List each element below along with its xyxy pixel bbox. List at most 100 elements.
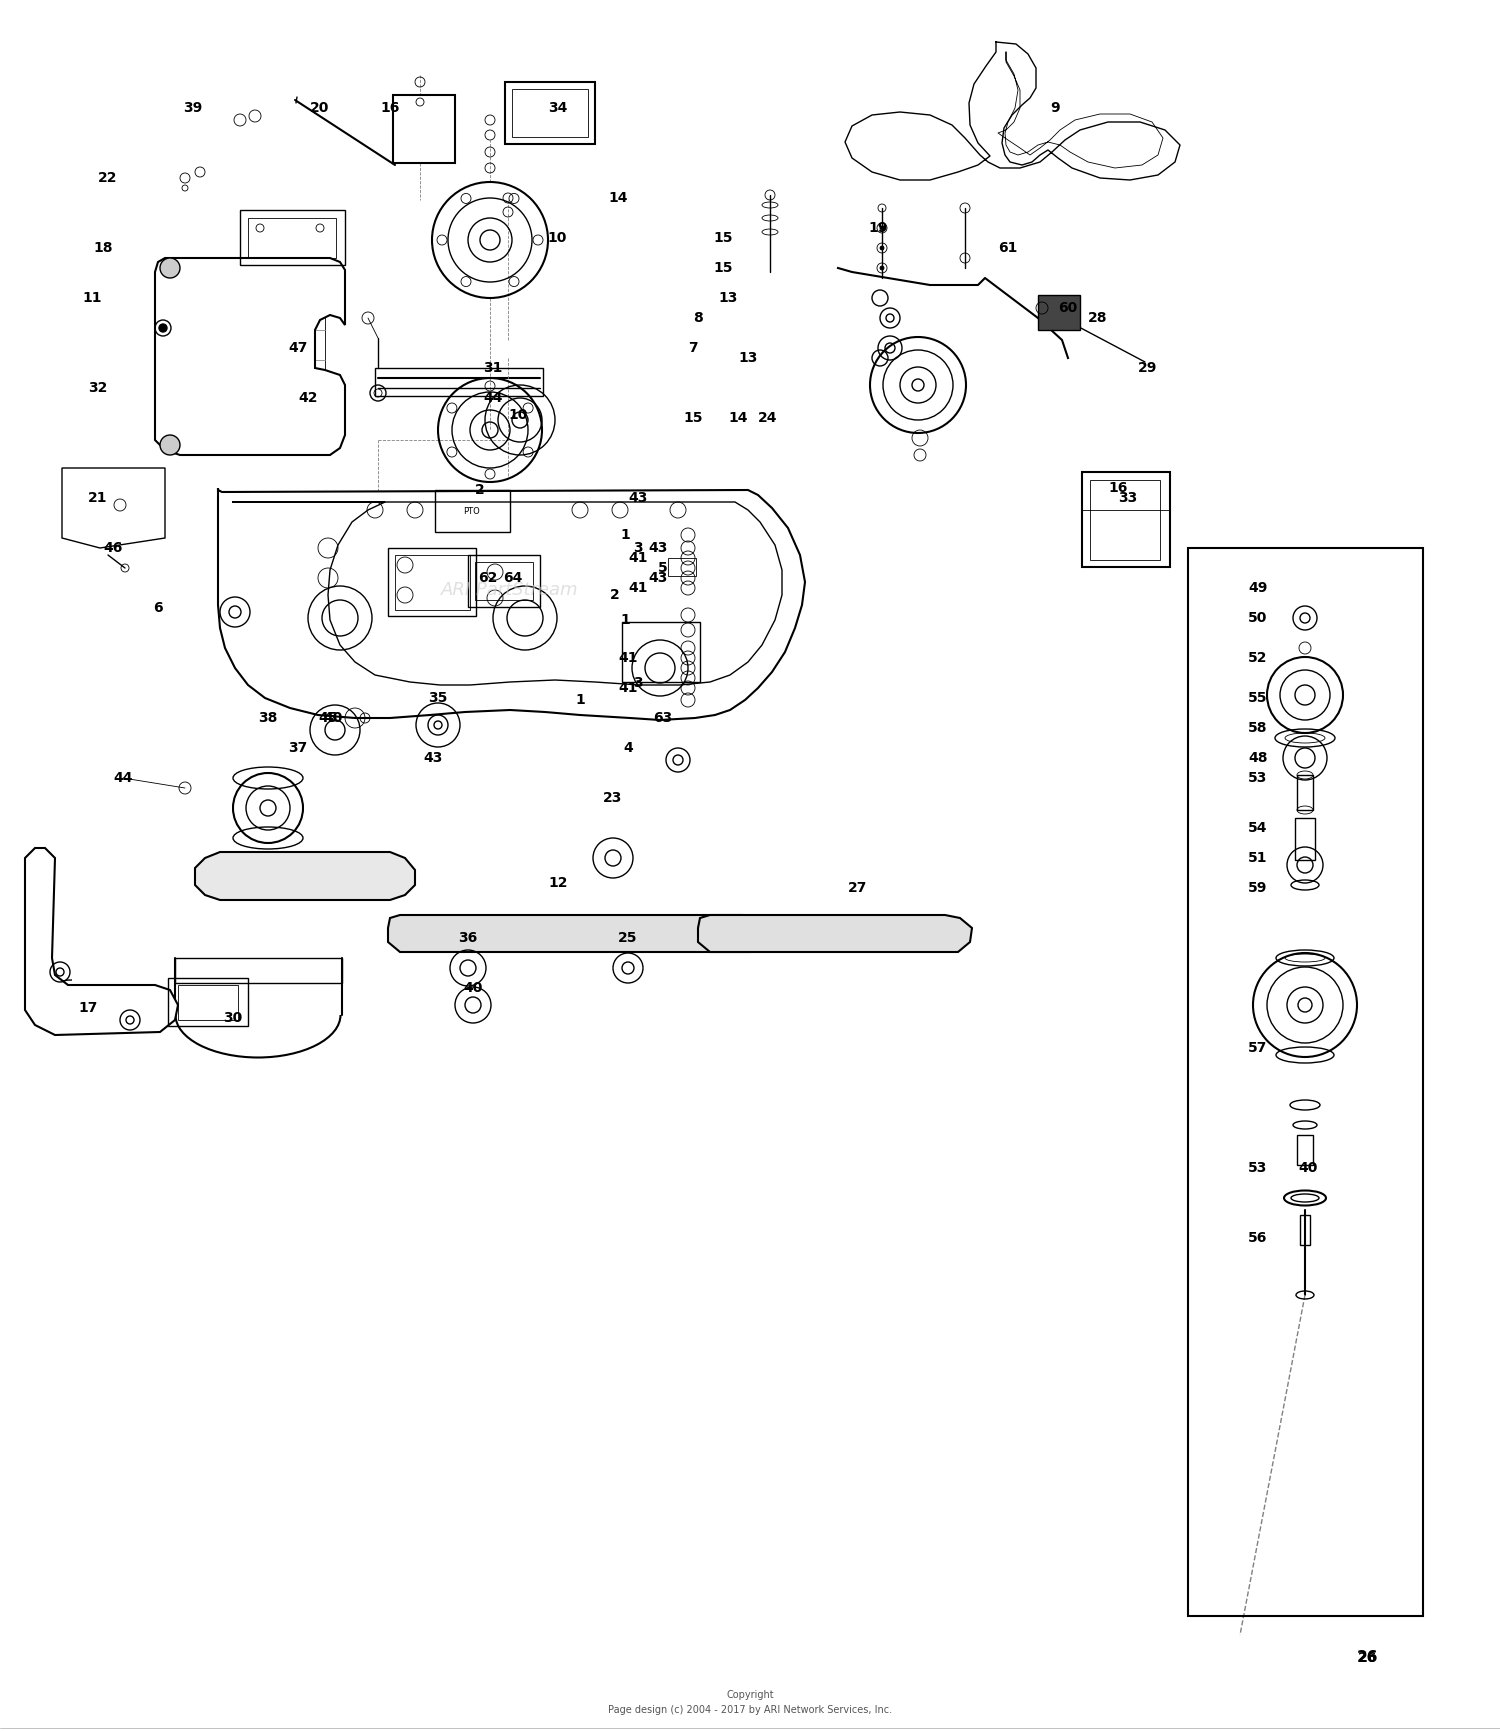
Text: 43: 43 <box>648 572 668 585</box>
Text: 16: 16 <box>1108 481 1128 495</box>
Text: 40: 40 <box>464 980 483 994</box>
Text: 29: 29 <box>1138 360 1158 376</box>
Bar <box>1038 294 1080 331</box>
Text: 21: 21 <box>88 490 108 506</box>
Bar <box>1082 473 1170 566</box>
Text: 48: 48 <box>1248 752 1268 766</box>
Text: 14: 14 <box>609 191 627 204</box>
Text: 42: 42 <box>298 391 318 405</box>
Bar <box>394 554 470 610</box>
Text: 25: 25 <box>618 932 638 946</box>
Bar <box>168 979 248 1025</box>
Text: 10: 10 <box>509 409 528 423</box>
Text: 64: 64 <box>504 572 522 585</box>
Bar <box>248 218 336 258</box>
Text: 22: 22 <box>99 171 117 185</box>
Text: 26: 26 <box>1358 1651 1378 1666</box>
Text: 26: 26 <box>1359 1651 1377 1664</box>
Bar <box>1298 1134 1312 1166</box>
Text: 8: 8 <box>693 312 703 326</box>
Text: PTO: PTO <box>464 506 480 516</box>
Text: 61: 61 <box>999 241 1017 255</box>
Text: 44: 44 <box>483 391 502 405</box>
Text: 16: 16 <box>381 100 399 114</box>
Text: 40: 40 <box>1299 1160 1317 1174</box>
Text: 53: 53 <box>1248 771 1268 785</box>
Text: 1: 1 <box>620 613 630 627</box>
Circle shape <box>160 258 180 279</box>
Bar <box>435 490 510 532</box>
Text: 23: 23 <box>603 792 622 805</box>
Text: 14: 14 <box>729 410 747 424</box>
Text: 28: 28 <box>1088 312 1107 326</box>
Text: 52: 52 <box>1248 651 1268 665</box>
Polygon shape <box>217 488 806 721</box>
Text: 2: 2 <box>476 483 484 497</box>
Text: 62: 62 <box>478 572 498 585</box>
Bar <box>1300 1216 1310 1245</box>
Bar <box>240 210 345 265</box>
Text: 47: 47 <box>288 341 308 355</box>
Text: 43: 43 <box>648 540 668 554</box>
Text: 38: 38 <box>258 712 278 726</box>
Polygon shape <box>698 914 972 953</box>
Bar <box>668 558 696 577</box>
Text: Page design (c) 2004 - 2017 by ARI Network Services, Inc.: Page design (c) 2004 - 2017 by ARI Netwo… <box>608 1704 892 1715</box>
Bar <box>1294 818 1316 861</box>
Bar <box>393 95 454 163</box>
Text: 37: 37 <box>288 741 308 755</box>
Text: 41: 41 <box>628 580 648 596</box>
Text: 20: 20 <box>310 100 330 114</box>
Bar <box>476 561 532 599</box>
Text: 33: 33 <box>1119 490 1137 506</box>
Text: 6: 6 <box>153 601 164 615</box>
Bar <box>1298 774 1312 811</box>
Text: 55: 55 <box>1248 691 1268 705</box>
Text: 15: 15 <box>682 410 702 424</box>
Text: 43: 43 <box>423 752 442 766</box>
Text: 18: 18 <box>93 241 112 255</box>
Text: 5: 5 <box>658 561 668 575</box>
Polygon shape <box>154 258 345 456</box>
Text: 30: 30 <box>224 1011 243 1025</box>
Text: 1: 1 <box>574 693 585 707</box>
Bar <box>512 88 588 137</box>
Text: 10: 10 <box>548 230 567 244</box>
Text: 7: 7 <box>688 341 698 355</box>
Text: 57: 57 <box>1248 1041 1268 1055</box>
Text: 13: 13 <box>738 352 758 365</box>
Circle shape <box>159 324 166 333</box>
Bar <box>506 81 596 144</box>
Text: 60: 60 <box>1059 301 1077 315</box>
Text: 51: 51 <box>1248 850 1268 864</box>
Text: 12: 12 <box>549 876 567 890</box>
Text: 45: 45 <box>318 712 338 726</box>
Bar <box>178 986 238 1020</box>
Text: 3: 3 <box>633 540 644 554</box>
Bar <box>375 367 543 397</box>
Polygon shape <box>195 852 416 901</box>
Text: 19: 19 <box>868 222 888 236</box>
Text: 53: 53 <box>1248 1160 1268 1174</box>
Text: Copyright: Copyright <box>726 1690 774 1701</box>
Polygon shape <box>388 914 768 953</box>
Text: 41: 41 <box>628 551 648 565</box>
Text: 54: 54 <box>1248 821 1268 835</box>
Bar <box>468 554 540 606</box>
Bar <box>176 958 342 984</box>
Polygon shape <box>26 849 178 1036</box>
Text: 36: 36 <box>459 932 477 946</box>
Text: 1: 1 <box>620 528 630 542</box>
Bar <box>622 622 701 682</box>
Text: 31: 31 <box>483 360 502 376</box>
Text: 15: 15 <box>714 262 732 275</box>
Circle shape <box>880 267 884 270</box>
Text: 27: 27 <box>849 882 867 895</box>
Text: 35: 35 <box>429 691 447 705</box>
Circle shape <box>880 246 884 249</box>
Bar <box>1090 480 1160 559</box>
Text: 9: 9 <box>1050 100 1060 114</box>
Text: 3: 3 <box>633 675 644 689</box>
Text: 11: 11 <box>82 291 102 305</box>
Text: 24: 24 <box>758 410 777 424</box>
